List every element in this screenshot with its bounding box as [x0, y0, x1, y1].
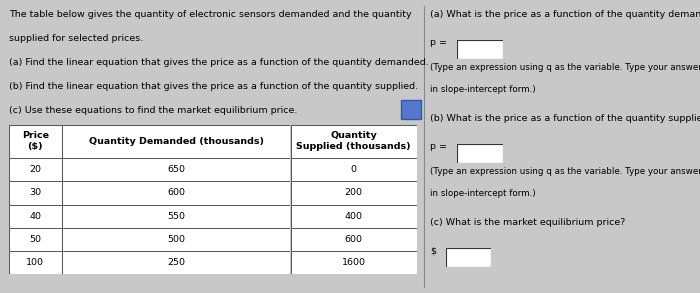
Text: Quantity
Supplied (thousands): Quantity Supplied (thousands) — [296, 131, 411, 151]
Text: (b) What is the price as a function of the quantity supplied?: (b) What is the price as a function of t… — [430, 114, 700, 123]
Text: (a) What is the price as a function of the quantity demanded?: (a) What is the price as a function of t… — [430, 10, 700, 19]
Text: The table below gives the quantity of electronic sensors demanded and the quanti: The table below gives the quantity of el… — [9, 10, 412, 19]
Text: (b) Find the linear equation that gives the price as a function of the quantity : (b) Find the linear equation that gives … — [9, 82, 418, 91]
Text: 100: 100 — [27, 258, 44, 267]
Text: p =: p = — [430, 142, 447, 151]
Text: Quantity Demanded (thousands): Quantity Demanded (thousands) — [88, 137, 263, 146]
Text: 400: 400 — [344, 212, 363, 221]
Text: 50: 50 — [29, 235, 41, 244]
Text: 30: 30 — [29, 188, 41, 197]
Text: supplied for selected prices.: supplied for selected prices. — [9, 34, 143, 43]
Text: 200: 200 — [344, 188, 363, 197]
Text: p =: p = — [430, 38, 447, 47]
Text: (Type an expression using q as the variable. Type your answer: (Type an expression using q as the varia… — [430, 167, 700, 176]
Text: 1600: 1600 — [342, 258, 365, 267]
Text: 600: 600 — [167, 188, 185, 197]
Bar — [401, 100, 421, 119]
Text: (c) Use these equations to find the market equilibrium price.: (c) Use these equations to find the mark… — [9, 106, 298, 115]
Text: 250: 250 — [167, 258, 185, 267]
Text: (c) What is the market equilibrium price?: (c) What is the market equilibrium price… — [430, 218, 626, 227]
Text: Price
($): Price ($) — [22, 131, 49, 151]
Text: 550: 550 — [167, 212, 185, 221]
Text: in slope-intercept form.): in slope-intercept form.) — [430, 189, 536, 198]
Text: 650: 650 — [167, 165, 185, 174]
Text: in slope-intercept form.): in slope-intercept form.) — [430, 85, 536, 94]
Text: 500: 500 — [167, 235, 185, 244]
Text: 40: 40 — [29, 212, 41, 221]
Text: (Type an expression using q as the variable. Type your answer: (Type an expression using q as the varia… — [430, 63, 700, 72]
Text: 600: 600 — [344, 235, 363, 244]
Text: $: $ — [430, 246, 437, 255]
Text: 20: 20 — [29, 165, 41, 174]
Text: (a) Find the linear equation that gives the price as a function of the quantity : (a) Find the linear equation that gives … — [9, 58, 429, 67]
Text: 0: 0 — [351, 165, 356, 174]
